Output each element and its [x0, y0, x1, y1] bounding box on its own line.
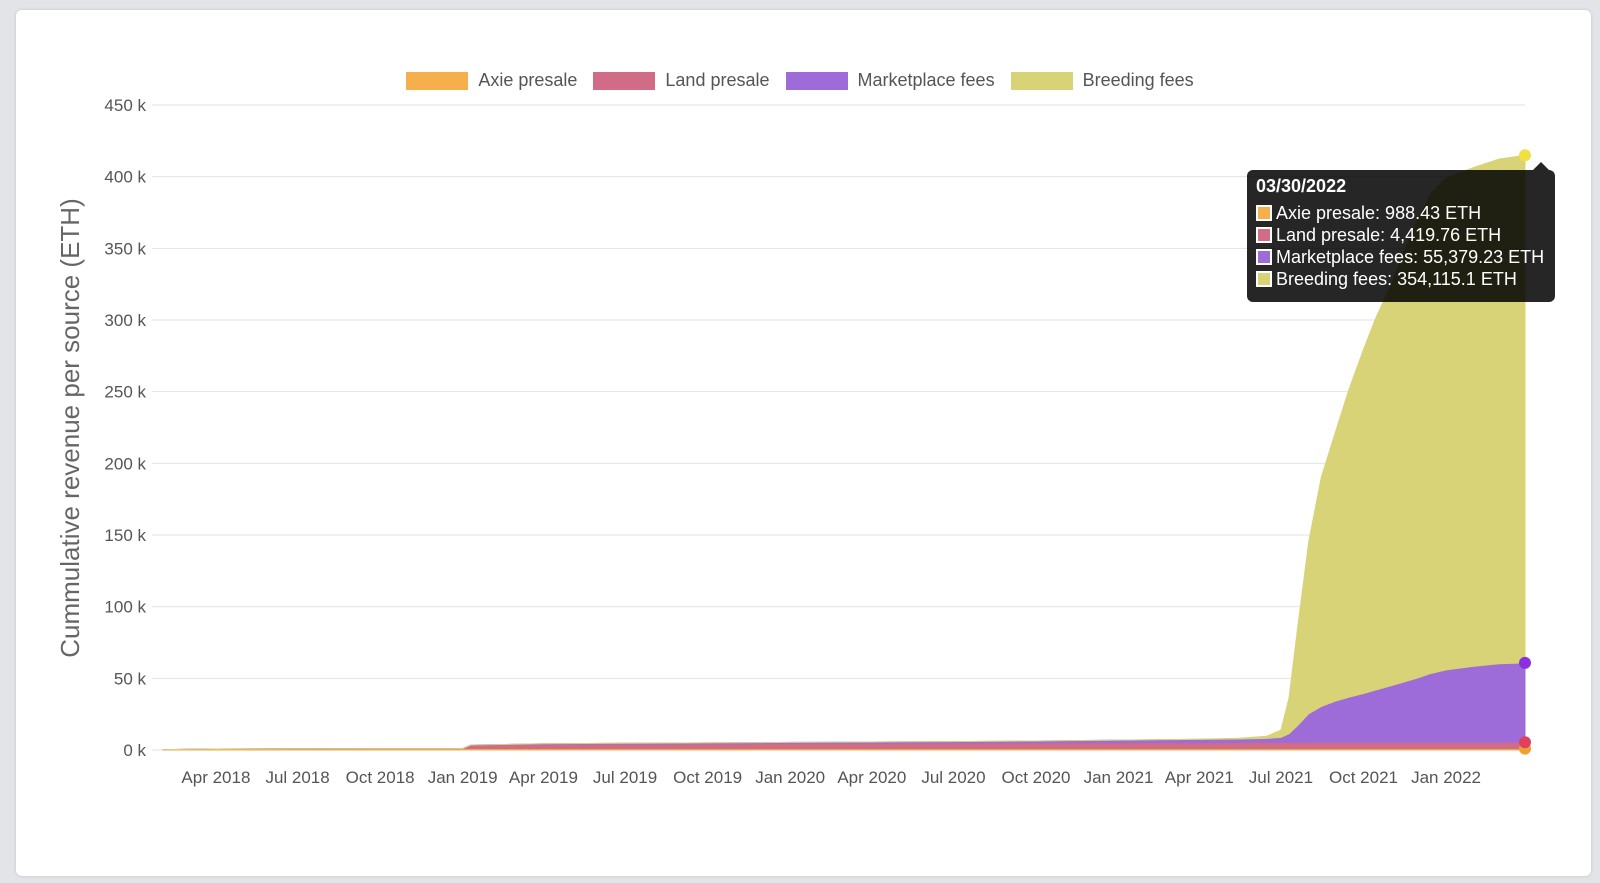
x-tick-label: Jan 2021 — [1084, 768, 1154, 787]
y-tick-label: 150 k — [104, 526, 146, 545]
tooltip-swatch — [1256, 227, 1272, 243]
tooltip-row-breeding-fees: Breeding fees: 354,115.1 ETH — [1256, 268, 1546, 290]
area-breeding-fees — [162, 154, 1526, 751]
tooltip-swatch — [1256, 205, 1272, 221]
legend-label: Land presale — [665, 70, 770, 90]
legend-swatch — [406, 71, 469, 90]
x-tick-label: Apr 2019 — [509, 768, 578, 787]
x-tick-label: Apr 2021 — [1165, 768, 1234, 787]
x-tick-label: Oct 2018 — [346, 768, 415, 787]
y-tick-label: 300 k — [104, 311, 146, 330]
tooltip-text: Land presale: 4,419.76 ETH — [1276, 224, 1502, 245]
x-tick-label: Jul 2018 — [265, 768, 329, 787]
y-tick-label: 350 k — [104, 239, 146, 258]
x-tick-labels: Apr 2018 Jul 2018 Oct 2018 Jan 2019 Apr 2019… — [181, 768, 1481, 787]
tooltip-row-marketplace-fees: Marketplace fees: 55,379.23 ETH — [1256, 246, 1546, 268]
legend-label: Marketplace fees — [857, 70, 995, 90]
y-tick-label: 100 k — [104, 598, 146, 617]
legend-swatch — [593, 71, 656, 90]
legend-item-axie-presale[interactable]: Axie presale — [406, 70, 577, 91]
tooltip-text: Breeding fees: 354,115.1 ETH — [1276, 268, 1517, 289]
x-tick-label: Oct 2019 — [673, 768, 742, 787]
x-tick-label: Jan 2022 — [1411, 768, 1481, 787]
tooltip-arrow — [1533, 162, 1549, 170]
legend-item-breeding-fees[interactable]: Breeding fees — [1010, 70, 1194, 91]
x-tick-label: Jan 2020 — [755, 768, 825, 787]
legend: Axie presale Land presale Marketplace fe… — [0, 70, 1600, 91]
tooltip-swatch — [1256, 271, 1272, 287]
legend-item-land-presale[interactable]: Land presale — [593, 70, 770, 91]
x-tick-label: Jan 2019 — [428, 768, 498, 787]
tooltip-swatch — [1256, 249, 1272, 265]
y-tick-labels: 0 k 50 k 100 k 150 k 200 k 250 k 300 k 350 k 400… — [104, 96, 146, 760]
y-tick-label: 250 k — [104, 383, 146, 402]
x-tick-label: Apr 2018 — [181, 768, 250, 787]
hover-marker — [1519, 736, 1531, 749]
legend-swatch — [785, 71, 848, 90]
legend-label: Axie presale — [478, 70, 578, 90]
x-tick-label: Jul 2020 — [921, 768, 985, 787]
y-tick-label: 200 k — [104, 454, 146, 473]
tooltip: 03/30/2022 Axie presale: 988.43 ETH Land… — [1247, 162, 1555, 302]
x-tick-label: Oct 2021 — [1329, 768, 1398, 787]
x-tick-label: Jul 2019 — [593, 768, 657, 787]
y-tick-label: 50 k — [114, 669, 147, 688]
tooltip-text: Marketplace fees: 55,379.23 ETH — [1276, 246, 1545, 267]
legend-label: Breeding fees — [1082, 70, 1194, 90]
legend-swatch — [1010, 71, 1073, 90]
hover-markers — [1519, 149, 1531, 755]
x-tick-label: Jul 2021 — [1249, 768, 1313, 787]
y-tick-label: 400 k — [104, 168, 146, 187]
y-axis-label: Cummulative revenue per source (ETH) — [55, 198, 85, 658]
grid-lines — [152, 104, 1525, 751]
hover-marker — [1519, 656, 1531, 669]
hover-marker — [1519, 149, 1531, 162]
y-tick-label: 0 k — [123, 741, 146, 760]
tooltip-text: Axie presale: 988.43 ETH — [1276, 202, 1482, 223]
x-tick-label: Oct 2020 — [1002, 768, 1071, 787]
tooltip-row-axie-presale: Axie presale: 988.43 ETH — [1256, 202, 1546, 224]
tooltip-date: 03/30/2022 — [1256, 176, 1347, 196]
y-tick-label: 450 k — [104, 96, 146, 115]
x-tick-label: Apr 2020 — [837, 768, 906, 787]
tooltip-row-land-presale: Land presale: 4,419.76 ETH — [1256, 224, 1546, 246]
legend-item-marketplace-fees[interactable]: Marketplace fees — [785, 70, 995, 91]
